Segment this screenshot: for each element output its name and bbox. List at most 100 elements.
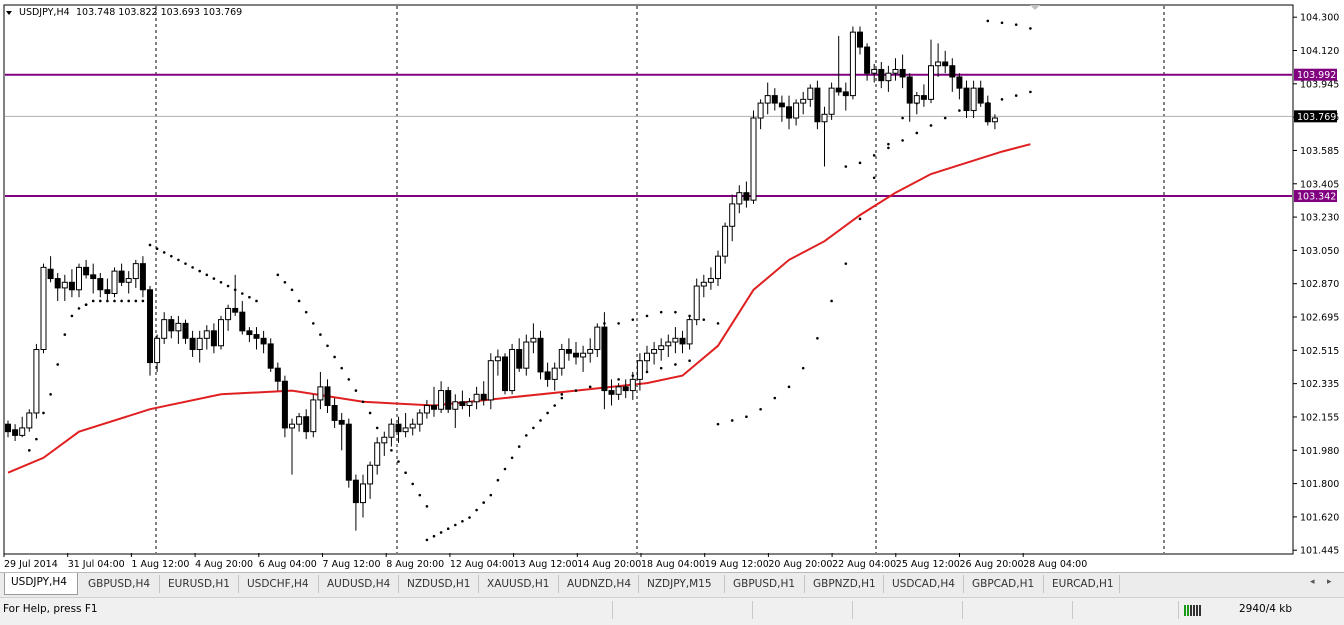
- candle[interactable]: [125, 271, 132, 294]
- scroll-marker-icon[interactable]: [1030, 5, 1040, 10]
- chart-tab[interactable]: NZDJPY,M15: [641, 575, 725, 593]
- candle[interactable]: [289, 418, 295, 475]
- candle[interactable]: [345, 418, 352, 488]
- candle[interactable]: [445, 386, 452, 413]
- chart-tab[interactable]: XAUUSD,H1: [481, 575, 559, 593]
- candle[interactable]: [707, 267, 714, 290]
- chart-tab[interactable]: USDCHF,H4: [241, 575, 319, 593]
- candle[interactable]: [942, 50, 949, 74]
- candle[interactable]: [502, 353, 508, 395]
- chart-tab[interactable]: EURUSD,H1: [162, 575, 239, 593]
- candle[interactable]: [324, 379, 331, 413]
- candle[interactable]: [438, 381, 445, 413]
- candle[interactable]: [807, 84, 814, 107]
- candle[interactable]: [700, 274, 707, 298]
- candle[interactable]: [303, 409, 310, 440]
- chart-tab[interactable]: GBPCAD,H1: [966, 575, 1044, 593]
- tab-scroll-left-icon[interactable]: ◂: [1310, 577, 1315, 587]
- candle[interactable]: [949, 58, 956, 92]
- candle[interactable]: [431, 386, 437, 417]
- candle[interactable]: [473, 386, 480, 410]
- chart-tab[interactable]: NZDUSD,H1: [401, 575, 479, 593]
- candle[interactable]: [338, 412, 345, 451]
- candle[interactable]: [182, 319, 189, 344]
- candle[interactable]: [395, 416, 402, 443]
- chart-tab[interactable]: EURCAD,H1: [1046, 575, 1120, 593]
- candle[interactable]: [203, 325, 210, 350]
- candle[interactable]: [310, 394, 317, 438]
- candle[interactable]: [480, 381, 487, 406]
- candle[interactable]: [771, 88, 778, 111]
- candle[interactable]: [154, 334, 161, 372]
- candle[interactable]: [374, 437, 381, 475]
- candle[interactable]: [253, 327, 260, 350]
- candle[interactable]: [835, 35, 842, 96]
- candle[interactable]: [757, 99, 764, 130]
- candle[interactable]: [743, 181, 750, 208]
- candle[interactable]: [175, 315, 182, 344]
- candle[interactable]: [665, 334, 672, 357]
- candle[interactable]: [352, 474, 359, 531]
- candle[interactable]: [693, 278, 700, 326]
- candle[interactable]: [601, 312, 608, 410]
- candle[interactable]: [225, 304, 232, 331]
- candle[interactable]: [984, 95, 991, 126]
- candle[interactable]: [111, 267, 118, 298]
- candle[interactable]: [573, 342, 579, 365]
- candle[interactable]: [260, 330, 267, 354]
- candle[interactable]: [246, 327, 253, 343]
- candle[interactable]: [615, 383, 622, 400]
- candle[interactable]: [864, 43, 871, 81]
- candle[interactable]: [587, 338, 594, 363]
- candle[interactable]: [558, 343, 565, 376]
- candle[interactable]: [360, 474, 366, 518]
- candle[interactable]: [800, 91, 807, 115]
- candle[interactable]: [196, 330, 203, 363]
- candle[interactable]: [139, 256, 146, 298]
- candle[interactable]: [991, 114, 998, 130]
- candle[interactable]: [218, 315, 224, 350]
- candle[interactable]: [622, 379, 629, 399]
- candle[interactable]: [935, 43, 942, 77]
- candle[interactable]: [871, 63, 878, 83]
- candle[interactable]: [54, 272, 61, 301]
- candle[interactable]: [715, 250, 721, 287]
- candle[interactable]: [68, 269, 75, 298]
- candle[interactable]: [636, 353, 643, 391]
- candle[interactable]: [828, 82, 835, 120]
- candle[interactable]: [118, 263, 125, 287]
- candle[interactable]: [83, 259, 90, 279]
- candle[interactable]: [296, 412, 303, 432]
- candle[interactable]: [644, 345, 650, 372]
- candle[interactable]: [750, 110, 757, 204]
- candle[interactable]: [821, 106, 828, 167]
- candle[interactable]: [210, 323, 217, 354]
- candle[interactable]: [658, 338, 665, 361]
- candle[interactable]: [878, 62, 885, 89]
- candle[interactable]: [565, 338, 572, 361]
- candle[interactable]: [132, 259, 139, 288]
- candle[interactable]: [679, 330, 686, 354]
- candle[interactable]: [19, 416, 26, 438]
- candle[interactable]: [104, 278, 111, 301]
- candle[interactable]: [381, 431, 388, 456]
- candle[interactable]: [672, 327, 679, 354]
- candle[interactable]: [913, 91, 920, 115]
- chart-tab[interactable]: AUDNZD,H4: [561, 575, 639, 593]
- candle[interactable]: [317, 371, 324, 410]
- candle[interactable]: [331, 398, 338, 428]
- candle[interactable]: [523, 334, 530, 376]
- chart-tab[interactable]: USDCAD,H4: [886, 575, 964, 593]
- candle[interactable]: [608, 379, 615, 406]
- candle[interactable]: [651, 342, 658, 365]
- candle[interactable]: [814, 80, 821, 130]
- candle[interactable]: [466, 398, 473, 417]
- candle[interactable]: [544, 362, 551, 387]
- candle[interactable]: [786, 95, 792, 130]
- candle[interactable]: [906, 73, 913, 122]
- candle[interactable]: [722, 222, 729, 264]
- connection-traffic-icon[interactable]: [1184, 604, 1206, 616]
- candle[interactable]: [920, 84, 927, 107]
- candle[interactable]: [61, 274, 68, 301]
- price-chart[interactable]: 104.300104.120103.945103.765103.585103.4…: [0, 0, 1344, 572]
